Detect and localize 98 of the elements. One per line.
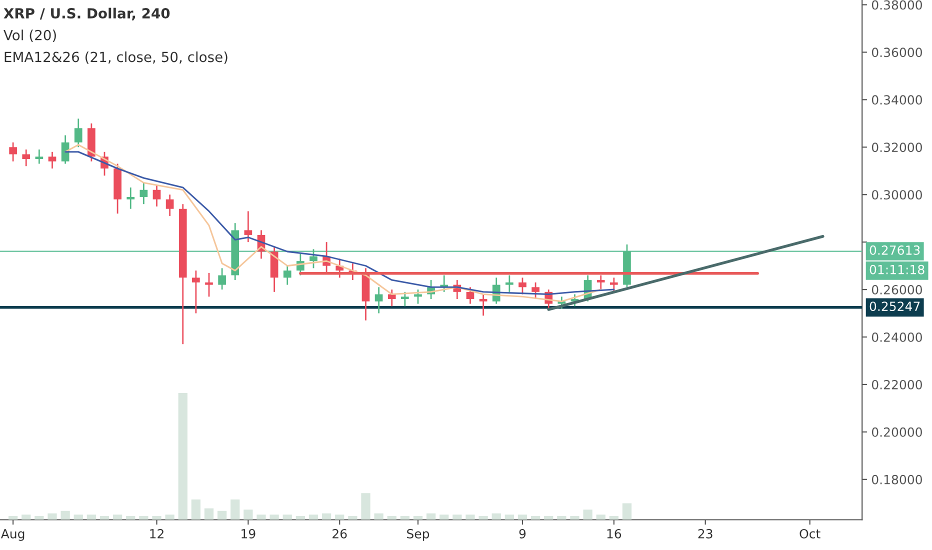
- candlestick: [152, 184, 161, 208]
- candlestick: [518, 276, 526, 295]
- bar: [348, 516, 358, 520]
- bar: [178, 392, 188, 520]
- bar: [139, 516, 148, 520]
- bar: [165, 514, 174, 520]
- y-tick-label: 0.24000: [872, 332, 922, 342]
- bar: [152, 516, 162, 520]
- bar: [48, 513, 57, 520]
- x-tick-label: 19: [242, 529, 256, 538]
- bar: [191, 499, 201, 520]
- candlestick: [74, 118, 82, 148]
- y-tick-label: 0.38000: [872, 0, 922, 10]
- bar: [583, 510, 592, 520]
- candlestick: [140, 182, 148, 205]
- bar: [282, 514, 292, 520]
- x-tick-label: 26: [332, 529, 347, 538]
- bar: [426, 513, 436, 520]
- bar: [518, 514, 528, 520]
- annotation: EMA12&26 (21, close, 50, close): [4, 51, 228, 64]
- bar: [230, 499, 240, 520]
- x-tick-label: Aug: [0, 529, 24, 541]
- x-tick-label: 23: [698, 529, 712, 538]
- candlestick: [596, 274, 605, 290]
- text: XRP / U.S. Dollar, 240: [4, 8, 170, 20]
- candlestick: [610, 276, 618, 293]
- candlestick: [9, 142, 17, 162]
- bar: [557, 516, 566, 520]
- bar: [452, 514, 462, 520]
- candlestick: [506, 274, 514, 293]
- bar: [244, 510, 253, 520]
- y-tick-label: 0.26000: [872, 285, 922, 294]
- y-tick-label: 0.32000: [872, 142, 922, 152]
- bar: [544, 516, 554, 520]
- candlestick: [310, 248, 318, 269]
- candlestick: [479, 294, 488, 316]
- x-tick-label: Oct: [800, 529, 820, 538]
- bar: [308, 514, 318, 520]
- candlestick: [192, 270, 200, 314]
- bar: [492, 513, 501, 520]
- bar: [387, 516, 396, 520]
- candlestick: [126, 186, 135, 210]
- bar: [622, 503, 632, 520]
- bar: [466, 514, 475, 520]
- bar: [335, 514, 344, 520]
- candlestick: [48, 151, 56, 170]
- ref-line-label: 0.25247: [870, 302, 920, 312]
- bar: [8, 516, 18, 520]
- bar: [34, 516, 44, 520]
- bar: [270, 514, 279, 520]
- bar: [256, 514, 266, 520]
- candlestick: [401, 291, 409, 307]
- bar: [22, 514, 31, 520]
- bar: [596, 514, 606, 520]
- y-tick-label: 0.18000: [872, 474, 922, 484]
- candlestick: [166, 194, 174, 217]
- candlestick: [374, 286, 383, 314]
- bar: [112, 514, 122, 520]
- bar: [126, 516, 136, 520]
- y-tick-label: 0.22000: [872, 380, 922, 390]
- bar: [217, 510, 227, 520]
- bar: [413, 516, 423, 520]
- ref-line-label: 0.27613: [870, 245, 920, 255]
- bar: [74, 514, 83, 520]
- bar: [60, 510, 70, 520]
- bar: [609, 516, 618, 520]
- candlestick: [532, 282, 540, 300]
- candlestick: [244, 210, 252, 243]
- bar: [440, 514, 449, 520]
- bar: [400, 516, 410, 520]
- candlestick: [218, 267, 226, 290]
- x-tick-label: 16: [607, 529, 622, 538]
- bar: [530, 516, 540, 520]
- bar: [504, 514, 514, 520]
- candlestick: [283, 265, 292, 286]
- bar: [478, 516, 488, 520]
- bar: [296, 516, 305, 520]
- y-tick-label: 0.36000: [872, 48, 922, 58]
- x-tick-label: Sep: [407, 529, 430, 541]
- x-tick-label: 9: [519, 529, 526, 538]
- candlestick: [466, 286, 474, 304]
- bar: [570, 516, 580, 520]
- bar: [204, 508, 214, 520]
- candlestick: [388, 288, 396, 307]
- x-tick-label: 12: [150, 529, 164, 538]
- candlestick: [205, 272, 213, 298]
- text: 01:11:18: [870, 264, 924, 274]
- bar: [100, 516, 110, 520]
- bar: [374, 513, 384, 520]
- candlestick: [35, 148, 44, 164]
- bar: [322, 513, 332, 520]
- y-tick-label: 0.30000: [872, 190, 922, 200]
- bar: [361, 493, 370, 520]
- y-tick-label: 0.34000: [872, 95, 922, 105]
- bar: [86, 514, 96, 520]
- y-tick-label: 0.20000: [872, 427, 922, 437]
- candlestick: [22, 148, 30, 167]
- annotation: Vol (20): [4, 30, 56, 42]
